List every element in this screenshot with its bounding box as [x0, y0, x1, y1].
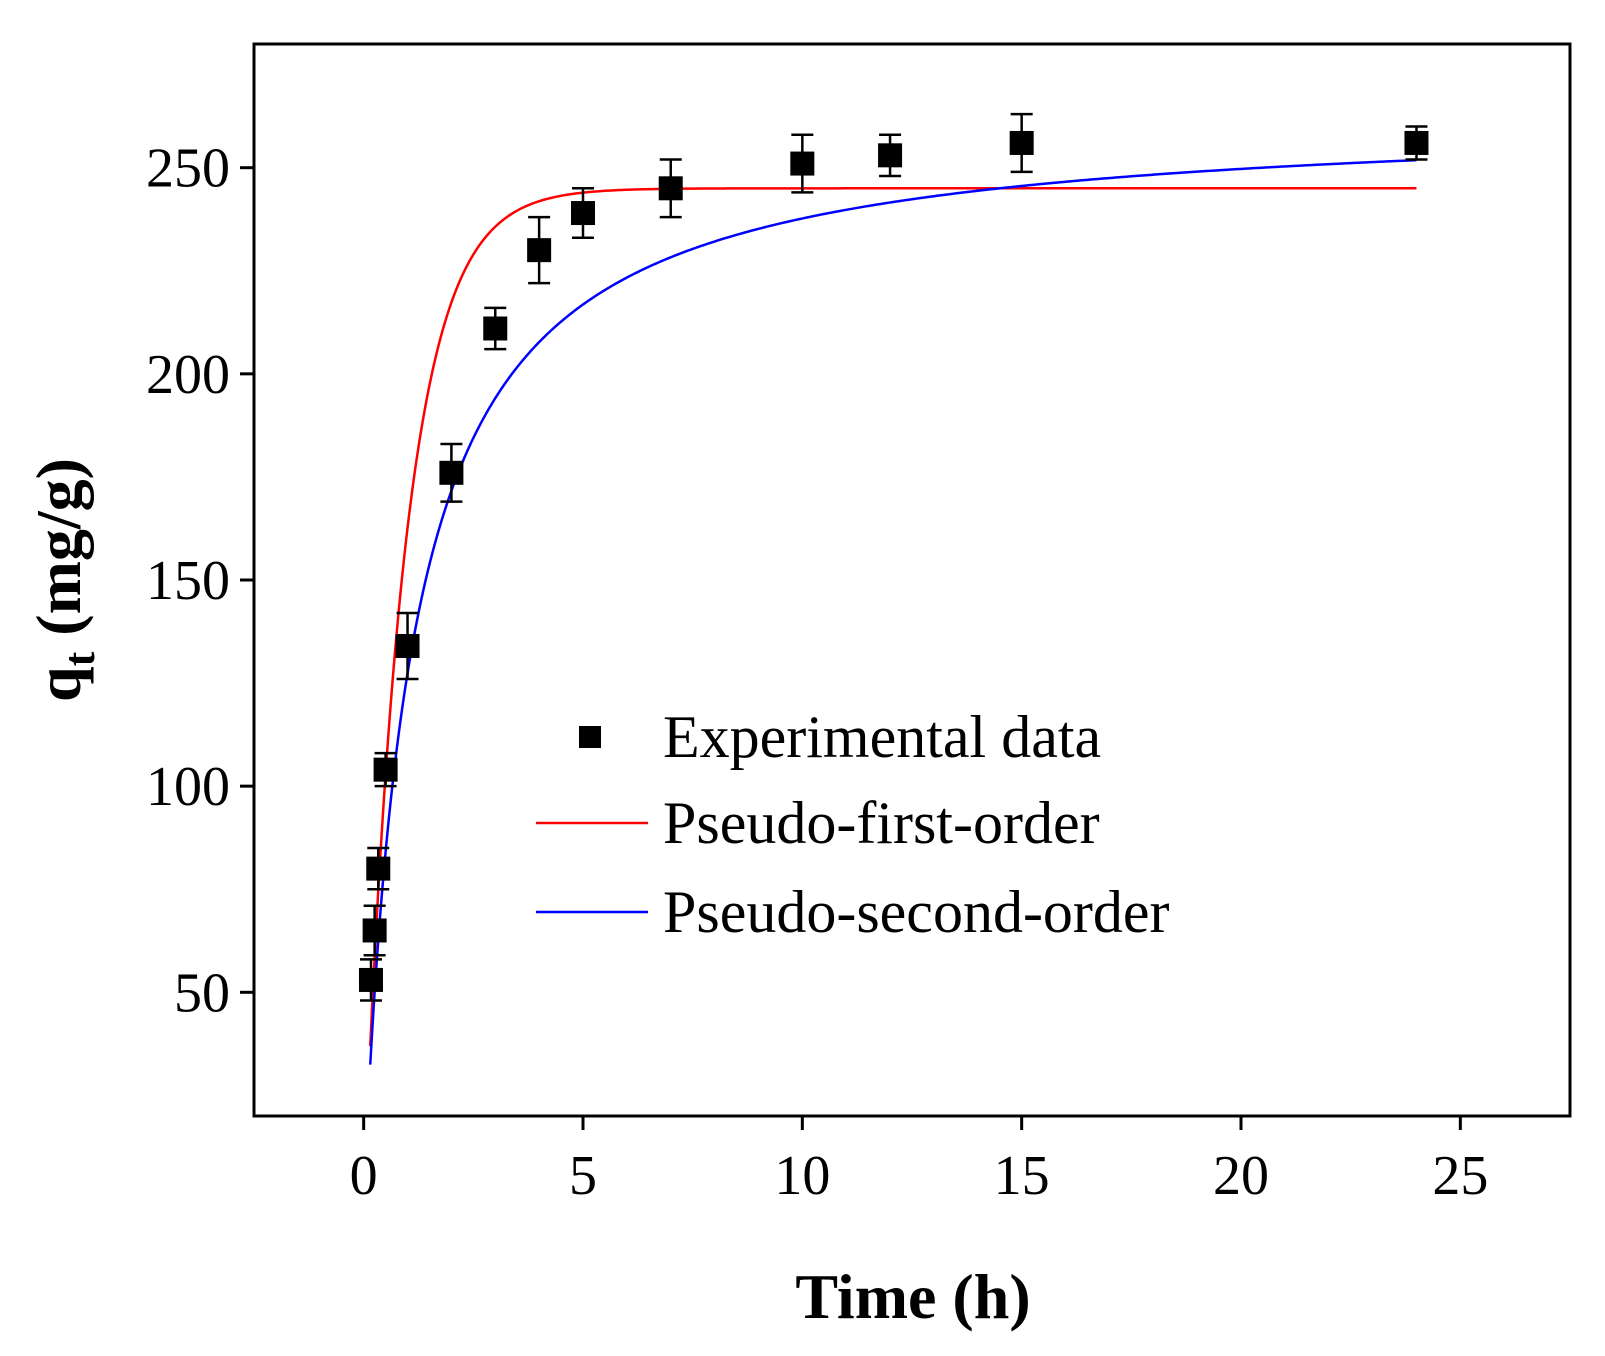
y-axis-title-main: q	[23, 666, 94, 702]
y-axis-title: qt (mg/g)	[23, 458, 104, 702]
data-point	[358, 967, 383, 992]
data-point	[439, 460, 464, 485]
y-tick-label: 150	[146, 550, 230, 612]
x-tick-label: 25	[1432, 1145, 1488, 1207]
data-point	[658, 176, 683, 201]
y-tick-label: 50	[174, 962, 230, 1024]
y-axis-ticks: 50 100 150 200 250	[146, 138, 254, 1024]
x-tick-label: 0	[350, 1145, 378, 1207]
experimental-data-points	[358, 112, 1429, 1002]
data-point	[1009, 130, 1034, 155]
x-tick-label: 10	[774, 1145, 830, 1207]
data-point	[1404, 130, 1429, 155]
data-point	[362, 918, 387, 943]
y-axis-title-units: (mg/g)	[23, 458, 94, 652]
data-point	[878, 143, 903, 168]
pseudo-first-order-line	[369, 187, 1417, 1047]
x-tick-label: 15	[994, 1145, 1050, 1207]
y-axis-title-subscript: t	[55, 651, 104, 666]
data-point	[571, 201, 595, 226]
pseudo-second-order-line	[369, 158, 1417, 1065]
data-point	[527, 238, 552, 263]
x-tick-label: 5	[569, 1145, 597, 1207]
x-axis-ticks: 0 5 10 15 20 25	[350, 1116, 1488, 1207]
y-tick-label: 250	[146, 138, 230, 200]
y-tick-label: 200	[146, 344, 230, 406]
legend: Experimental data Pseudo-first-order Pse…	[536, 704, 1170, 945]
plot-frame	[252, 42, 1572, 1118]
x-axis-title: Time (h)	[795, 1261, 1030, 1332]
legend-first-order-label: Pseudo-first-order	[663, 790, 1100, 856]
x-tick-label: 20	[1213, 1145, 1269, 1207]
data-point	[483, 316, 508, 341]
data-point	[373, 757, 398, 782]
legend-experimental-marker	[579, 726, 601, 748]
legend-second-order-label: Pseudo-second-order	[663, 879, 1170, 945]
legend-experimental-label: Experimental data	[663, 704, 1101, 770]
y-tick-label: 100	[146, 756, 230, 818]
data-point	[790, 151, 815, 176]
data-point	[366, 856, 391, 881]
data-point	[395, 633, 420, 658]
